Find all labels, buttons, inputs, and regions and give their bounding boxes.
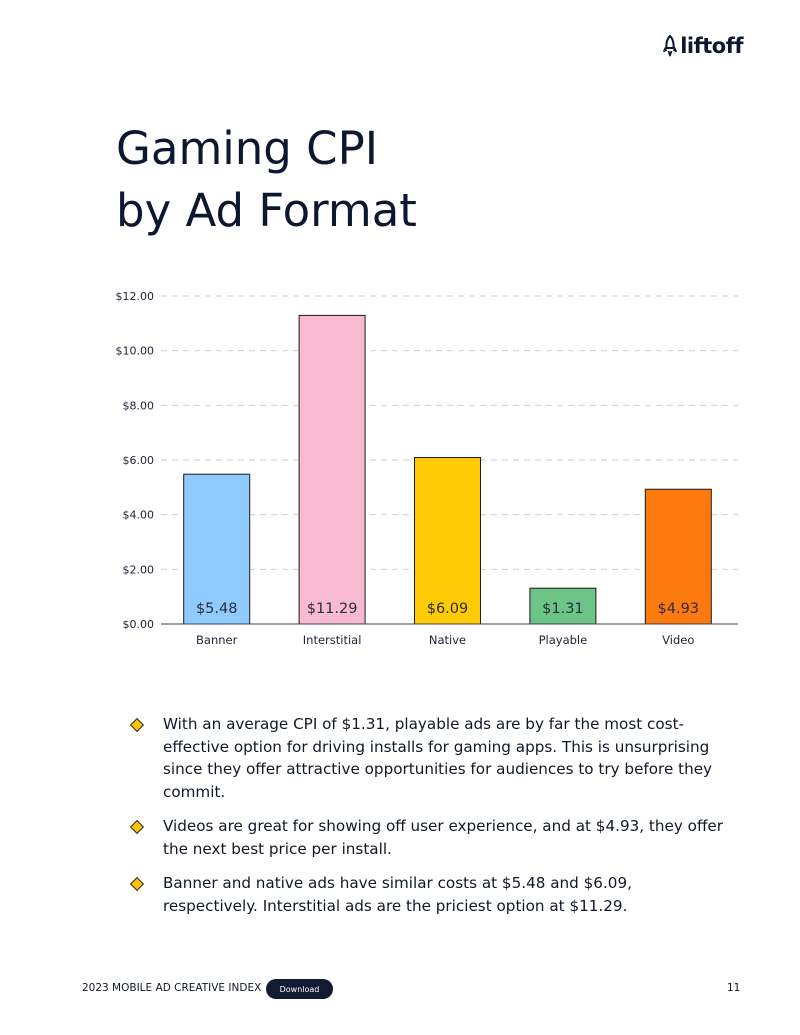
download-button[interactable]: Download (266, 979, 333, 999)
insights-list: With an average CPI of $1.31, playable a… (129, 713, 730, 929)
data-label: $1.31 (542, 601, 584, 617)
data-label: $11.29 (307, 601, 358, 617)
y-tick-label: $2.00 (123, 563, 155, 576)
page-title-line-2: by Ad Format (116, 184, 417, 237)
y-tick-label: $0.00 (123, 618, 155, 631)
y-tick-label: $6.00 (123, 454, 155, 467)
x-tick-label: Video (662, 633, 694, 647)
data-label: $6.09 (427, 601, 469, 617)
page-number: 11 (727, 982, 741, 994)
page-title: Gaming CPI by Ad Format (116, 118, 417, 242)
insight-bullet: Videos are great for showing off user ex… (129, 815, 730, 860)
y-tick-label: $10.00 (116, 345, 155, 358)
bar (644, 488, 712, 625)
x-tick-label: Playable (539, 633, 588, 647)
diamond-bullet-icon (129, 819, 145, 835)
insight-text: Banner and native ads have similar costs… (163, 874, 632, 915)
page-title-line-1: Gaming CPI (116, 122, 379, 175)
data-label: $4.93 (658, 601, 700, 617)
x-tick-label: Banner (196, 633, 238, 647)
cpi-bar-chart: $0.00 $2.00 $4.00 $6.00 $8.00 $10.00 $12.00 $5.… (116, 290, 738, 647)
bar (414, 457, 481, 625)
brand-name: liftoff (680, 34, 743, 58)
y-tick-label: $8.00 (123, 399, 155, 412)
report-name: 2023 MOBILE AD CREATIVE INDEX (82, 982, 262, 994)
y-tick-label: $12.00 (116, 290, 155, 303)
brand-logo: liftoff (663, 34, 743, 58)
x-tick-label: Interstitial (303, 633, 362, 647)
insight-text: With an average CPI of $1.31, playable a… (163, 715, 713, 801)
diamond-bullet-icon (129, 876, 145, 892)
rocket-icon (663, 35, 678, 57)
bar (183, 473, 251, 625)
insight-bullet: With an average CPI of $1.31, playable a… (129, 713, 730, 803)
x-tick-label: Native (429, 633, 466, 647)
bar (529, 587, 597, 625)
bar (298, 314, 366, 625)
insight-bullet: Banner and native ads have similar costs… (129, 872, 730, 917)
insight-text: Videos are great for showing off user ex… (163, 817, 724, 858)
data-label: $5.48 (196, 601, 238, 617)
diamond-bullet-icon (129, 717, 145, 733)
y-tick-label: $4.00 (123, 509, 155, 522)
